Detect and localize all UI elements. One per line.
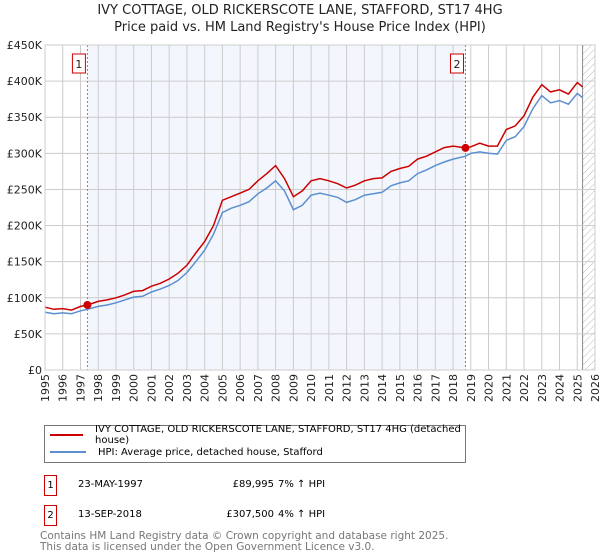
transaction-badge: 2 xyxy=(44,505,57,526)
x-tick-label: 2014 xyxy=(376,374,389,402)
sale-badge-label: 1 xyxy=(75,58,82,71)
x-tick-label: 1999 xyxy=(110,374,123,402)
x-tick-label: 1995 xyxy=(39,374,52,402)
x-tick-label: 2019 xyxy=(465,374,478,402)
x-tick-label: 2000 xyxy=(128,374,141,402)
x-tick-label: 2007 xyxy=(252,374,265,402)
x-tick-label: 2013 xyxy=(358,374,371,402)
x-tick-label: 2011 xyxy=(323,374,336,402)
x-tick-label: 2015 xyxy=(394,374,407,402)
future-hatched-region xyxy=(582,45,595,370)
x-tick-label: 2004 xyxy=(199,374,212,402)
legend-label: HPI: Average price, detached house, Staf… xyxy=(98,446,323,458)
x-tick-label: 2009 xyxy=(287,374,300,402)
hpi-line xyxy=(44,92,584,315)
x-tick-label: 2006 xyxy=(234,374,247,402)
x-tick-label: 1996 xyxy=(57,374,70,402)
transaction-date: 13-SEP-2018 xyxy=(78,509,142,520)
x-tick-label: 2012 xyxy=(341,374,354,402)
sale-badge xyxy=(71,53,86,74)
transaction-badge: 1 xyxy=(44,475,57,496)
y-tick-label: £50K xyxy=(14,328,43,341)
legend-label: IVY COTTAGE, OLD RICKERSCOTE LANE, STAFF… xyxy=(95,424,461,446)
y-tick-label: £300K xyxy=(7,147,43,160)
x-tick-label: 2016 xyxy=(412,374,425,402)
transaction-price: £307,500 xyxy=(226,509,274,520)
x-tick-label: 2021 xyxy=(500,374,513,402)
legend-swatch-red xyxy=(50,434,84,436)
legend-item-property: IVY COTTAGE, OLD RICKERSCOTE LANE, STAFF… xyxy=(45,424,465,446)
x-tick-label: 1998 xyxy=(92,374,105,402)
sale-badge xyxy=(449,53,464,74)
sale-point xyxy=(461,143,470,152)
y-tick-label: £200K xyxy=(7,220,43,233)
x-tick-label: 2020 xyxy=(483,374,496,402)
footer-line1: Contains HM Land Registry data © Crown c… xyxy=(40,530,449,542)
legend-swatch-blue xyxy=(50,451,86,453)
x-tick-label: 2010 xyxy=(305,374,318,402)
x-tick-label: 2003 xyxy=(181,374,194,402)
sale-badge-label: 2 xyxy=(453,58,460,71)
x-tick-label: 2022 xyxy=(518,374,531,402)
y-tick-label: £400K xyxy=(7,75,43,88)
x-tick-label: 2005 xyxy=(216,374,229,402)
ownership-shaded-region xyxy=(87,45,466,370)
x-tick-label: 2026 xyxy=(589,374,600,402)
transaction-hpi: 7% ↑ HPI xyxy=(278,479,326,490)
y-tick-label: £350K xyxy=(7,111,43,124)
legend: IVY COTTAGE, OLD RICKERSCOTE LANE, STAFF… xyxy=(44,424,466,463)
transaction-price: £89,995 xyxy=(232,479,274,490)
footer: Contains HM Land Registry data © Crown c… xyxy=(40,531,448,553)
x-tick-label: 2018 xyxy=(447,374,460,402)
footer-line2: This data is licensed under the Open Gov… xyxy=(40,541,375,553)
plot-border xyxy=(44,44,596,371)
chart-title: IVY COTTAGE, OLD RICKERSCOTE LANE, STAFF… xyxy=(97,3,503,18)
y-tick-label: £150K xyxy=(7,256,43,269)
x-tick-label: 2023 xyxy=(536,374,549,402)
price-chart: 1995 1996 1997 1998 1999 2000 2001 2002 2003 2004… xyxy=(7,39,600,402)
y-tick-label: £100K xyxy=(7,292,43,305)
x-tick-label: 2024 xyxy=(554,374,567,402)
legend-item-hpi: HPI: Average price, detached house, Staf… xyxy=(45,444,323,460)
y-tick-label: £450K xyxy=(7,39,43,52)
x-tick-label: 2001 xyxy=(145,374,158,402)
x-tick-label: 2008 xyxy=(270,374,283,402)
x-tick-label: 1997 xyxy=(74,374,87,402)
chart-subtitle: Price paid vs. HM Land Registry's House … xyxy=(114,20,486,35)
sale-point xyxy=(83,301,92,310)
x-tick-label: 2017 xyxy=(429,374,442,402)
x-tick-label: 2002 xyxy=(163,374,176,402)
transaction-date: 23-MAY-1997 xyxy=(78,479,144,490)
y-tick-label: £250K xyxy=(7,183,43,196)
property-price-line xyxy=(44,81,584,311)
x-tick-label: 2025 xyxy=(571,374,584,402)
y-tick-label: £0 xyxy=(28,364,42,377)
transaction-hpi: 4% ↑ HPI xyxy=(278,509,326,520)
